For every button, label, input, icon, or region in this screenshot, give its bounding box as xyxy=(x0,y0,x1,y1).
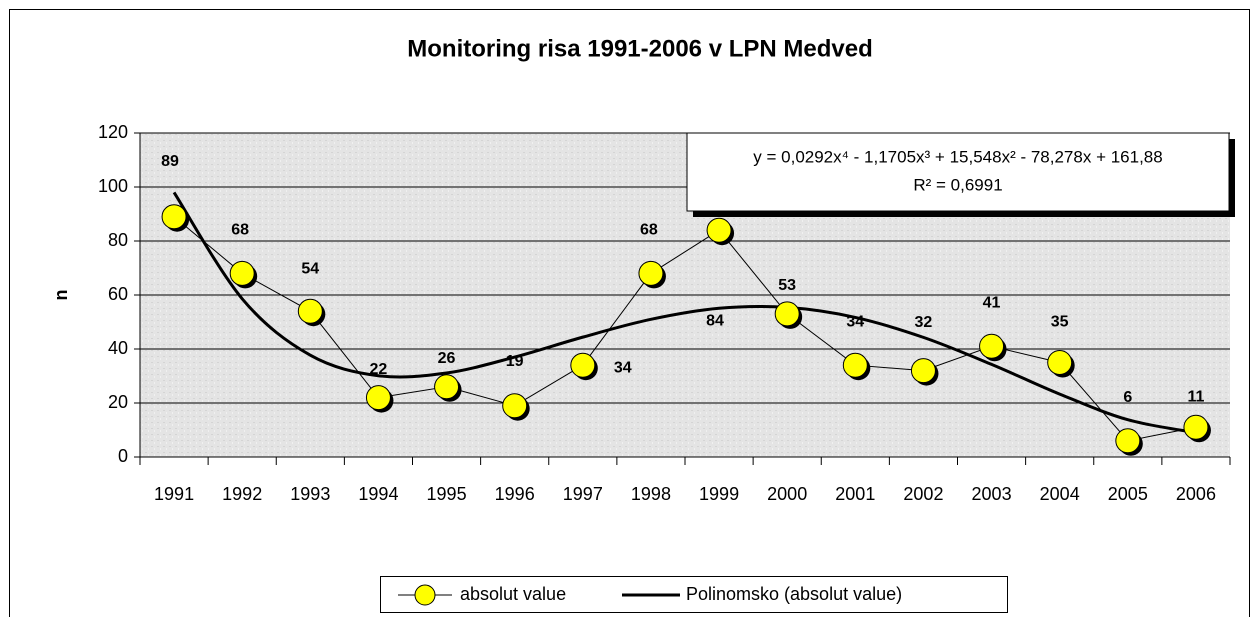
data-label: 35 xyxy=(1051,314,1069,331)
x-tick-label: 1992 xyxy=(222,484,262,504)
data-label: 6 xyxy=(1123,389,1132,406)
x-tick-label: 1994 xyxy=(358,484,398,504)
x-tick-label: 2002 xyxy=(903,484,943,504)
data-label: 19 xyxy=(506,353,524,370)
data-label: 84 xyxy=(706,312,724,329)
x-tick-label: 1998 xyxy=(631,484,671,504)
chart-title: Monitoring risa 1991-2006 v LPN Medved xyxy=(407,35,872,62)
equation-box xyxy=(686,132,1230,212)
legend-box xyxy=(380,576,1008,613)
legend-label: absolut value xyxy=(460,584,566,604)
data-label: 22 xyxy=(370,361,388,378)
data-label: 26 xyxy=(438,350,456,367)
x-tick-label: 2005 xyxy=(1108,484,1148,504)
data-label: 89 xyxy=(161,153,179,170)
x-tick-label: 1995 xyxy=(427,484,467,504)
data-label: 32 xyxy=(915,314,933,331)
x-tick-label: 2001 xyxy=(835,484,875,504)
x-tick-label: 2004 xyxy=(1040,484,1080,504)
marker xyxy=(161,204,187,230)
y-tick-label: 20 xyxy=(108,392,128,412)
marker xyxy=(706,217,732,243)
x-tick-label: 1997 xyxy=(563,484,603,504)
marker xyxy=(842,352,868,378)
x-tick-label: 1999 xyxy=(699,484,739,504)
legend-label: Polinomsko (absolut value) xyxy=(686,584,902,604)
x-tick-label: 2003 xyxy=(972,484,1012,504)
data-label: 11 xyxy=(1187,389,1204,406)
marker xyxy=(1115,428,1141,454)
data-label: 54 xyxy=(301,260,319,277)
data-label: 34 xyxy=(846,313,864,330)
data-label: 68 xyxy=(640,222,658,239)
data-label: 41 xyxy=(983,295,1001,312)
marker xyxy=(638,260,664,286)
r-squared: R² = 0,6991 xyxy=(913,175,1002,194)
marker xyxy=(1047,350,1073,375)
marker xyxy=(774,301,800,327)
y-tick-label: 40 xyxy=(108,338,128,358)
marker xyxy=(910,358,936,384)
y-tick-label: 120 xyxy=(98,122,128,142)
data-label: 53 xyxy=(778,277,796,294)
marker xyxy=(434,374,460,400)
marker xyxy=(570,352,596,378)
equation: y = 0,0292x⁴ - 1,1705x³ + 15,548x² - 78,… xyxy=(753,147,1162,166)
data-label: 68 xyxy=(231,222,249,239)
y-tick-label: 0 xyxy=(118,446,128,466)
data-label: 34 xyxy=(614,359,632,376)
x-tick-label: 2000 xyxy=(767,484,807,504)
data-line xyxy=(173,216,1197,442)
legend-marker xyxy=(414,584,436,606)
marker xyxy=(1183,414,1209,440)
y-tick-label: 100 xyxy=(98,176,128,196)
marker xyxy=(297,298,323,324)
marker xyxy=(365,385,391,411)
x-tick-label: 1996 xyxy=(495,484,535,504)
x-tick-label: 2006 xyxy=(1176,484,1216,504)
marker xyxy=(502,393,528,419)
x-tick-label: 1993 xyxy=(290,484,330,504)
trend-line xyxy=(172,191,1197,435)
y-tick-label: 60 xyxy=(108,284,128,304)
marker xyxy=(979,333,1005,359)
y-axis-label: n xyxy=(51,290,71,301)
marker xyxy=(229,260,255,286)
y-tick-label: 80 xyxy=(108,230,128,250)
x-tick-label: 1991 xyxy=(154,484,194,504)
